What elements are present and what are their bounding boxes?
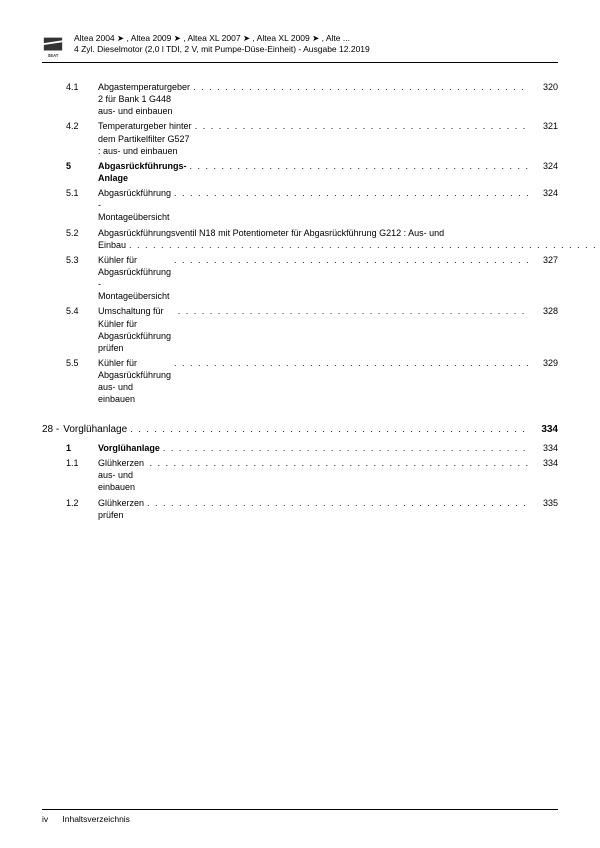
table-of-contents: 4.1Abgastemperaturgeber 2 für Bank 1 G44… bbox=[42, 81, 558, 521]
toc-entry-number: 4.1 bbox=[42, 81, 98, 93]
toc-row-multiline: 5.2 Abgasrückführungsventil N18 mit Pote… bbox=[42, 227, 558, 251]
toc-entry-page: 334 bbox=[530, 457, 558, 469]
toc-entry-page: 324 bbox=[530, 187, 558, 199]
toc-entry-page: 324 bbox=[530, 160, 558, 172]
document-page: SEAT Altea 2004 ➤ , Altea 2009 ➤ , Altea… bbox=[0, 0, 600, 848]
toc-entry-title: Kühler für Abgasrückführung aus- und ein… bbox=[98, 357, 171, 406]
page-header: SEAT Altea 2004 ➤ , Altea 2009 ➤ , Altea… bbox=[42, 32, 558, 58]
toc-leader-dots: . . . . . . . . . . . . . . . . . . . . … bbox=[147, 457, 530, 469]
seat-logo-icon: SEAT bbox=[42, 32, 64, 58]
toc-row: 1Vorglühanlage. . . . . . . . . . . . . … bbox=[42, 442, 558, 454]
header-divider bbox=[42, 62, 558, 63]
toc-leader-dots: . . . . . . . . . . . . . . . . . . . . … bbox=[127, 423, 530, 435]
toc-leader-dots: . . . . . . . . . . . . . . . . . . . . … bbox=[190, 81, 530, 93]
toc-leader-dots: . . . . . . . . . . . . . . . . . . . . … bbox=[171, 254, 530, 266]
toc-entry-page: 335 bbox=[530, 497, 558, 509]
chapter-heading: 28 - Vorglühanlage . . . . . . . . . . .… bbox=[42, 423, 558, 437]
toc-row: 5.4Umschaltung für Kühler für Abgasrückf… bbox=[42, 305, 558, 354]
toc-entry-title: Abgasrückführung - Montageübersicht bbox=[98, 187, 171, 223]
toc-entry-title: Temperaturgeber hinter dem Partikelfilte… bbox=[98, 120, 192, 156]
toc-leader-dots: . . . . . . . . . . . . . . . . . . . . … bbox=[144, 497, 530, 509]
toc-leader-dots: . . . . . . . . . . . . . . . . . . . . … bbox=[171, 187, 530, 199]
toc-row: 5.5Kühler für Abgasrückführung aus- und … bbox=[42, 357, 558, 406]
svg-text:SEAT: SEAT bbox=[48, 53, 59, 58]
toc-entry-title: Kühler für Abgasrückführung - Montageübe… bbox=[98, 254, 171, 303]
header-line1: Altea 2004 ➤ , Altea 2009 ➤ , Altea XL 2… bbox=[74, 33, 370, 44]
toc-entry-title-cont: Einbau bbox=[98, 239, 126, 251]
header-text: Altea 2004 ➤ , Altea 2009 ➤ , Altea XL 2… bbox=[74, 32, 370, 56]
footer-text: iv Inhaltsverzeichnis bbox=[42, 814, 558, 824]
toc-entry-number: 5.5 bbox=[42, 357, 98, 369]
toc-entry-number: 5 bbox=[42, 160, 98, 172]
toc-entry-page: 334 bbox=[530, 442, 558, 454]
toc-entry-title: Glühkerzen prüfen bbox=[98, 497, 144, 521]
toc-entry-page: 329 bbox=[530, 357, 558, 369]
toc-entry-page: 328 bbox=[530, 305, 558, 317]
toc-leader-dots: . . . . . . . . . . . . . . . . . . . . … bbox=[175, 305, 530, 317]
toc-entry-number: 1.2 bbox=[42, 497, 98, 509]
toc-entry-title: Vorglühanlage bbox=[98, 442, 160, 454]
page-footer: iv Inhaltsverzeichnis bbox=[42, 809, 558, 824]
toc-entry-number: 1 bbox=[42, 442, 98, 454]
toc-entry-page: 321 bbox=[530, 120, 558, 132]
toc-leader-dots: . . . . . . . . . . . . . . . . . . . . … bbox=[160, 442, 530, 454]
toc-entry-number: 1.1 bbox=[42, 457, 98, 469]
toc-entry-number: 5.3 bbox=[42, 254, 98, 266]
toc-leader-dots: . . . . . . . . . . . . . . . . . . . . … bbox=[187, 160, 530, 172]
toc-entry-number: 5.2 bbox=[42, 227, 98, 239]
toc-entry-page: 327 bbox=[530, 254, 558, 266]
header-line2: 4 Zyl. Dieselmotor (2,0 l TDI, 2 V, mit … bbox=[74, 44, 370, 55]
toc-entry-title: Abgasrückführungs-Anlage bbox=[98, 160, 187, 184]
toc-entry-title: Abgastemperaturgeber 2 für Bank 1 G448 a… bbox=[98, 81, 190, 117]
toc-row: 5Abgasrückführungs-Anlage. . . . . . . .… bbox=[42, 160, 558, 184]
toc-row: 5.1Abgasrückführung - Montageübersicht. … bbox=[42, 187, 558, 223]
toc-entry-page: 320 bbox=[530, 81, 558, 93]
toc-entry-number: 5.1 bbox=[42, 187, 98, 199]
toc-entry-title: Abgasrückführungsventil N18 mit Potentio… bbox=[98, 227, 600, 239]
toc-leader-dots: . . . . . . . . . . . . . . . . . . . . … bbox=[126, 239, 600, 251]
toc-row: 5.3Kühler für Abgasrückführung - Montage… bbox=[42, 254, 558, 303]
toc-leader-dots: . . . . . . . . . . . . . . . . . . . . … bbox=[171, 357, 530, 369]
page-number: iv bbox=[42, 814, 60, 824]
toc-row: 4.2Temperaturgeber hinter dem Partikelfi… bbox=[42, 120, 558, 156]
toc-entry-number: 4.2 bbox=[42, 120, 98, 132]
toc-row: 1.1Glühkerzen aus- und einbauen. . . . .… bbox=[42, 457, 558, 493]
toc-leader-dots: . . . . . . . . . . . . . . . . . . . . … bbox=[192, 120, 530, 132]
footer-label: Inhaltsverzeichnis bbox=[62, 814, 130, 824]
footer-divider bbox=[42, 809, 558, 810]
toc-row: 4.1Abgastemperaturgeber 2 für Bank 1 G44… bbox=[42, 81, 558, 117]
toc-entry-number: 5.4 bbox=[42, 305, 98, 317]
toc-row: 1.2Glühkerzen prüfen. . . . . . . . . . … bbox=[42, 497, 558, 521]
toc-entry-title: Glühkerzen aus- und einbauen bbox=[98, 457, 147, 493]
chapter-title: Vorglühanlage bbox=[63, 423, 127, 437]
chapter-number: 28 - bbox=[42, 423, 63, 437]
chapter-page: 334 bbox=[530, 423, 558, 437]
toc-entry-title: Umschaltung für Kühler für Abgasrückführ… bbox=[98, 305, 175, 354]
